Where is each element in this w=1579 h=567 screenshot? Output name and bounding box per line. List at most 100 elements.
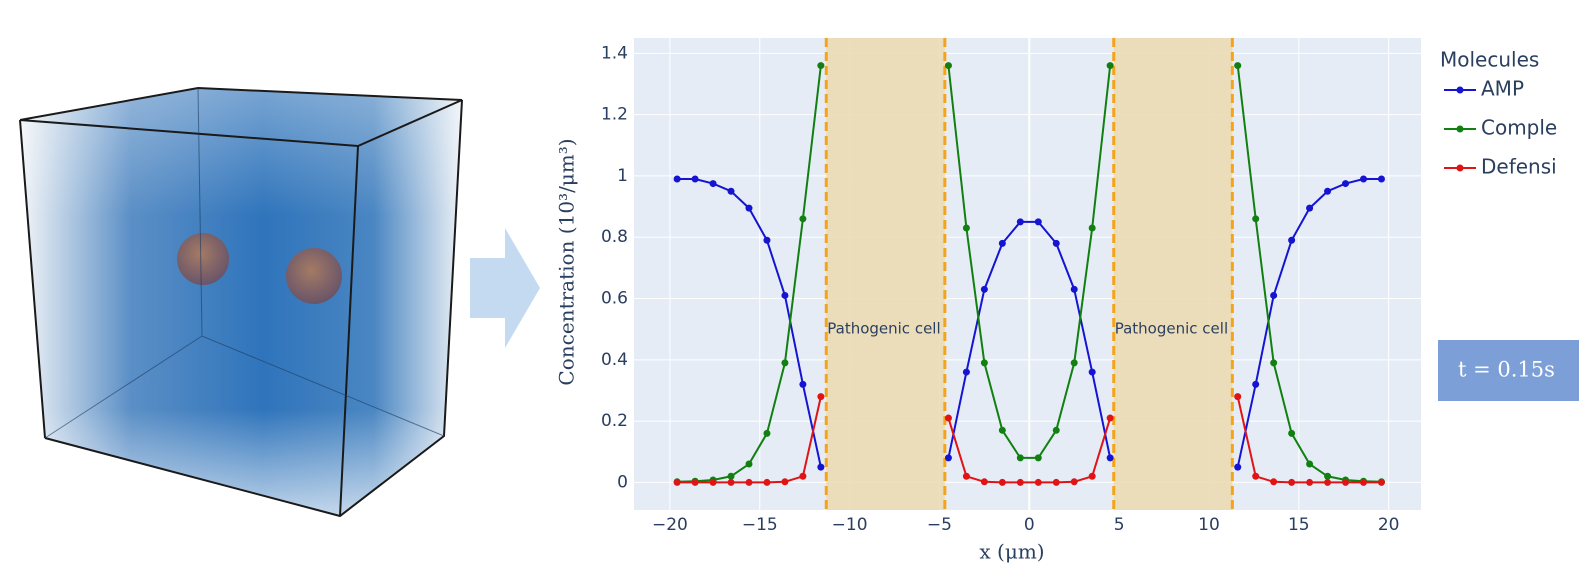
data-point [962, 224, 970, 232]
data-point [944, 62, 952, 70]
cell-region [1113, 38, 1233, 510]
data-point [1016, 218, 1024, 226]
data-point [1052, 426, 1060, 434]
data-point [1377, 478, 1385, 486]
data-point [1234, 62, 1242, 70]
data-point [1088, 472, 1096, 480]
legend-marker [1456, 164, 1464, 172]
data-point [817, 62, 825, 70]
data-point [1306, 204, 1314, 212]
data-point [1324, 187, 1332, 195]
data-point [1377, 175, 1385, 183]
x-tick-label: 10 [1198, 515, 1220, 535]
data-point [1342, 180, 1350, 188]
data-point [1088, 368, 1096, 376]
data-point [962, 472, 970, 480]
data-point [1288, 429, 1296, 437]
data-point [1270, 359, 1278, 367]
legend-marker [1456, 125, 1464, 133]
data-point [1252, 380, 1260, 388]
y-tick-label: 0.4 [601, 350, 628, 370]
data-point [1270, 291, 1278, 299]
y-tick-label: 0 [617, 472, 628, 492]
data-point [1360, 175, 1368, 183]
data-point [799, 380, 807, 388]
data-point [745, 478, 753, 486]
y-tick-label: 1 [617, 166, 628, 186]
data-point [1324, 472, 1332, 480]
time-box: t = 0.15s [1438, 340, 1579, 401]
data-point [745, 204, 753, 212]
x-tick-label: −10 [832, 515, 868, 535]
data-point [1288, 478, 1296, 486]
data-point [781, 478, 789, 486]
y-tick-label: 1.2 [601, 105, 628, 125]
data-point [817, 393, 825, 401]
region-label: Pathogenic cell [827, 320, 940, 338]
data-point [1106, 414, 1114, 422]
data-point [745, 460, 753, 468]
data-point [799, 472, 807, 480]
data-point [944, 414, 952, 422]
data-point [1252, 472, 1260, 480]
data-point [1052, 478, 1060, 486]
data-point [998, 478, 1006, 486]
data-point [1342, 478, 1350, 486]
data-point [1324, 478, 1332, 486]
x-tick-label: 5 [1114, 515, 1125, 535]
x-tick-label: −5 [927, 515, 952, 535]
plot-background [634, 38, 1421, 510]
data-point [781, 291, 789, 299]
cell-region [826, 38, 945, 510]
data-point [944, 454, 952, 462]
data-point [1288, 236, 1296, 244]
legend-marker [1456, 86, 1464, 94]
time-label: t = 0.15s [1458, 358, 1555, 382]
data-point [1088, 224, 1096, 232]
data-point [1034, 478, 1042, 486]
data-point [763, 236, 771, 244]
data-point [1360, 478, 1368, 486]
x-tick-label: −15 [742, 515, 778, 535]
data-point [1234, 463, 1242, 471]
data-point [727, 472, 735, 480]
x-tick-label: 20 [1378, 515, 1400, 535]
data-point [763, 478, 771, 486]
x-axis-title: x (μm) [979, 540, 1044, 564]
data-point [1306, 460, 1314, 468]
data-point [727, 187, 735, 195]
data-point [980, 359, 988, 367]
data-point [709, 478, 717, 486]
y-axis-title: Concentration (10³/μm³) [555, 138, 579, 385]
data-point [709, 180, 717, 188]
legend-label: AMP [1481, 77, 1524, 101]
data-point [781, 359, 789, 367]
data-point [1106, 62, 1114, 70]
cube-illustration [19, 86, 463, 518]
data-point [1034, 454, 1042, 462]
x-tick-label: 15 [1288, 515, 1310, 535]
region-label: Pathogenic cell [1115, 320, 1228, 338]
data-point [962, 368, 970, 376]
data-point [673, 478, 681, 486]
data-point [998, 239, 1006, 247]
y-tick-label: 0.2 [601, 411, 628, 431]
data-point [1016, 478, 1024, 486]
data-point [1252, 215, 1260, 223]
data-point [673, 175, 681, 183]
data-point [817, 463, 825, 471]
data-point [1234, 393, 1242, 401]
data-point [799, 215, 807, 223]
data-point [691, 175, 699, 183]
data-point [1052, 239, 1060, 247]
data-point [998, 426, 1006, 434]
arrow [470, 228, 540, 348]
y-tick-label: 0.6 [601, 289, 628, 309]
data-point [1016, 454, 1024, 462]
x-tick-label: −20 [652, 515, 688, 535]
legend-label: Defensi [1481, 155, 1557, 179]
data-point [1106, 454, 1114, 462]
legend-title: Molecules [1440, 48, 1539, 72]
